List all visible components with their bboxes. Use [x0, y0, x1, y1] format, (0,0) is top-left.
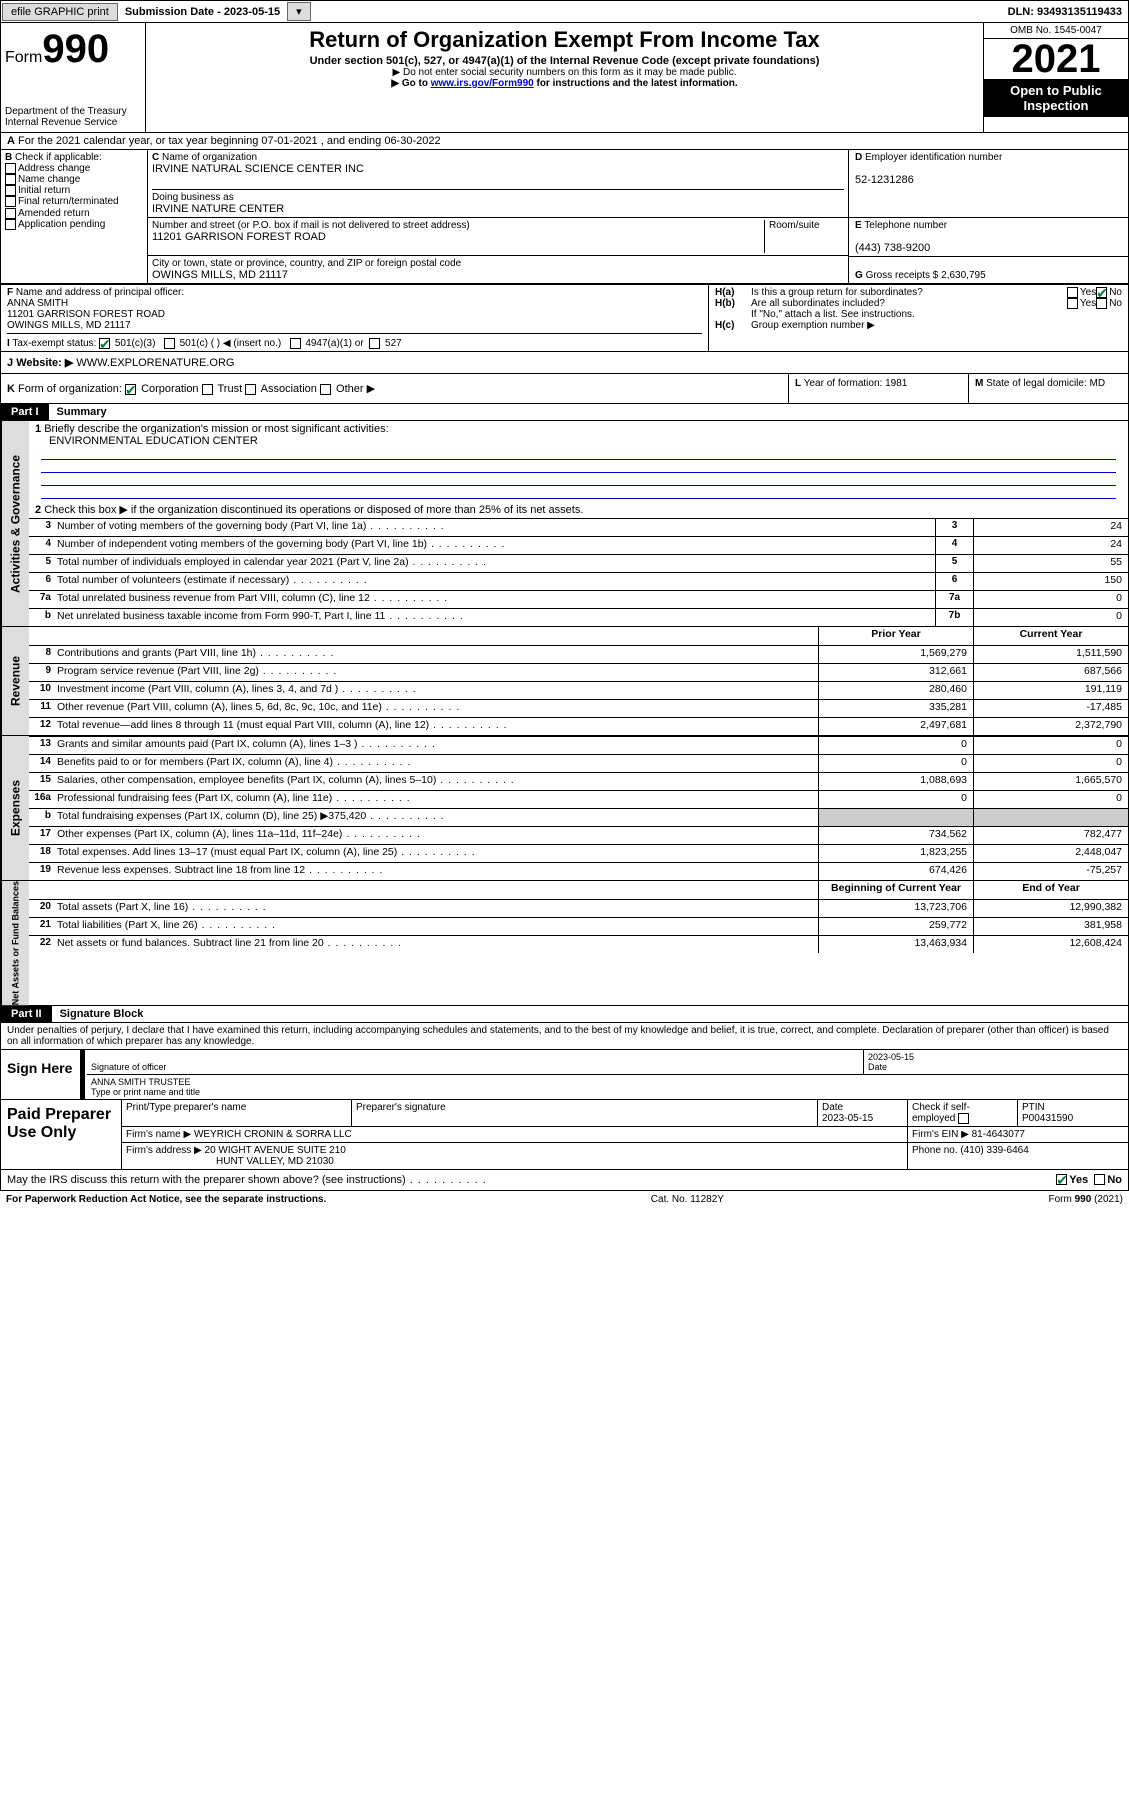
room-suite: Room/suite: [764, 220, 844, 253]
submission-dropdown[interactable]: ▾: [287, 2, 311, 21]
form-title: Return of Organization Exempt From Incom…: [150, 27, 979, 53]
chk-hb-no[interactable]: [1096, 298, 1107, 309]
city-state-zip: OWINGS MILLS, MD 21117: [152, 269, 288, 281]
gross-receipts: 2,630,795: [941, 270, 986, 281]
officer-name-title: ANNA SMITH TRUSTEE: [91, 1077, 190, 1087]
chk-4947[interactable]: [290, 338, 301, 349]
state-domicile: MD: [1090, 378, 1106, 389]
part1-netassets: Net Assets or Fund Balances Beginning of…: [0, 881, 1129, 1006]
officer-addr1: 11201 GARRISON FOREST ROAD: [7, 309, 165, 320]
hb-note: If "No," attach a list. See instructions…: [715, 309, 1122, 320]
org-name: IRVINE NATURAL SCIENCE CENTER INC: [152, 163, 364, 175]
may-discuss: May the IRS discuss this return with the…: [0, 1170, 1129, 1191]
firm-addr2: HUNT VALLEY, MD 21030: [126, 1156, 334, 1167]
chk-corp[interactable]: [125, 384, 136, 395]
perjury-declaration: Under penalties of perjury, I declare th…: [0, 1023, 1129, 1050]
street-address: 11201 GARRISON FOREST ROAD: [152, 231, 326, 243]
dept-treasury: Department of the Treasury: [5, 106, 141, 117]
tax-year: 2021: [984, 39, 1128, 79]
efile-print-button[interactable]: efile GRAPHIC print: [2, 3, 118, 21]
chk-self-employed[interactable]: [958, 1113, 969, 1124]
group-exemption: Group exemption number ▶: [751, 320, 1122, 331]
dln: DLN: 93493135119433: [1008, 6, 1128, 18]
ptin: P00431590: [1022, 1113, 1073, 1124]
chk-ha-yes[interactable]: [1067, 287, 1078, 298]
chk-other[interactable]: [320, 384, 331, 395]
form-subtitle: Under section 501(c), 527, or 4947(a)(1)…: [150, 55, 979, 67]
firm-name: WEYRICH CRONIN & SORRA LLC: [194, 1129, 352, 1140]
firm-ein: 81-4643077: [972, 1129, 1025, 1140]
sig-date: 2023-05-15: [868, 1052, 914, 1062]
part1-header: Part ISummary: [0, 404, 1129, 421]
chk-501c3[interactable]: [99, 338, 110, 349]
irs-label: Internal Revenue Service: [5, 117, 141, 128]
page-footer: For Paperwork Reduction Act Notice, see …: [0, 1191, 1129, 1208]
topbar: efile GRAPHIC print Submission Date - 20…: [0, 0, 1129, 23]
form-header: Form990 Department of the Treasury Inter…: [0, 23, 1129, 133]
firm-addr1: 20 WIGHT AVENUE SUITE 210: [205, 1145, 346, 1156]
part1-expenses: Expenses 13Grants and similar amounts pa…: [0, 736, 1129, 881]
irs-link[interactable]: www.irs.gov/Form990: [431, 78, 534, 89]
mission: ENVIRONMENTAL EDUCATION CENTER: [35, 435, 258, 447]
dba: IRVINE NATURE CENTER: [152, 203, 284, 215]
submission-date: Submission Date - 2023-05-15: [119, 6, 286, 18]
paid-preparer-block: Paid Preparer Use Only Print/Type prepar…: [0, 1100, 1129, 1170]
form-note-ssn: Do not enter social security numbers on …: [150, 67, 979, 78]
sign-here-block: Sign Here Signature of officer 2023-05-1…: [0, 1050, 1129, 1100]
form-note-link: Go to www.irs.gov/Form990 for instructio…: [150, 78, 979, 89]
website: WWW.EXPLORENATURE.ORG: [76, 357, 234, 369]
firm-phone: (410) 339-6464: [960, 1145, 1028, 1156]
officer-name: ANNA SMITH: [7, 298, 68, 309]
chk-discuss-no[interactable]: [1094, 1174, 1105, 1185]
officer-addr2: OWINGS MILLS, MD 21117: [7, 320, 131, 331]
chk-final-return[interactable]: [5, 196, 16, 207]
chk-hb-yes[interactable]: [1067, 298, 1078, 309]
year-formation: 1981: [885, 378, 907, 389]
ein: 52-1231286: [855, 174, 914, 186]
section-j: J Website: ▶ WWW.EXPLORENATURE.ORG: [0, 352, 1129, 374]
form-number: Form990: [5, 27, 141, 72]
chk-amended[interactable]: [5, 208, 16, 219]
section-a: A For the 2021 calendar year, or tax yea…: [0, 133, 1129, 150]
chk-501c[interactable]: [164, 338, 175, 349]
section-klm: K Form of organization: Corporation Trus…: [0, 374, 1129, 404]
telephone: (443) 738-9200: [855, 242, 930, 254]
section-fh: F Name and address of principal officer:…: [0, 284, 1129, 352]
chk-527[interactable]: [369, 338, 380, 349]
chk-assoc[interactable]: [245, 384, 256, 395]
chk-app-pending[interactable]: [5, 219, 16, 230]
section-bcd: B Check if applicable: Address change Na…: [0, 150, 1129, 284]
part1-governance: Activities & Governance 1 Briefly descri…: [0, 421, 1129, 627]
chk-ha-no[interactable]: [1096, 287, 1107, 298]
chk-address-change[interactable]: [5, 163, 16, 174]
preparer-date: 2023-05-15: [822, 1113, 873, 1124]
chk-name-change[interactable]: [5, 174, 16, 185]
part2-header: Part IISignature Block: [0, 1006, 1129, 1023]
section-b: B Check if applicable: Address change Na…: [1, 150, 148, 283]
part1-revenue: Revenue Prior YearCurrent Year 8Contribu…: [0, 627, 1129, 736]
chk-initial-return[interactable]: [5, 185, 16, 196]
chk-discuss-yes[interactable]: [1056, 1174, 1067, 1185]
chk-trust[interactable]: [202, 384, 213, 395]
open-to-public: Open to Public Inspection: [984, 79, 1128, 117]
